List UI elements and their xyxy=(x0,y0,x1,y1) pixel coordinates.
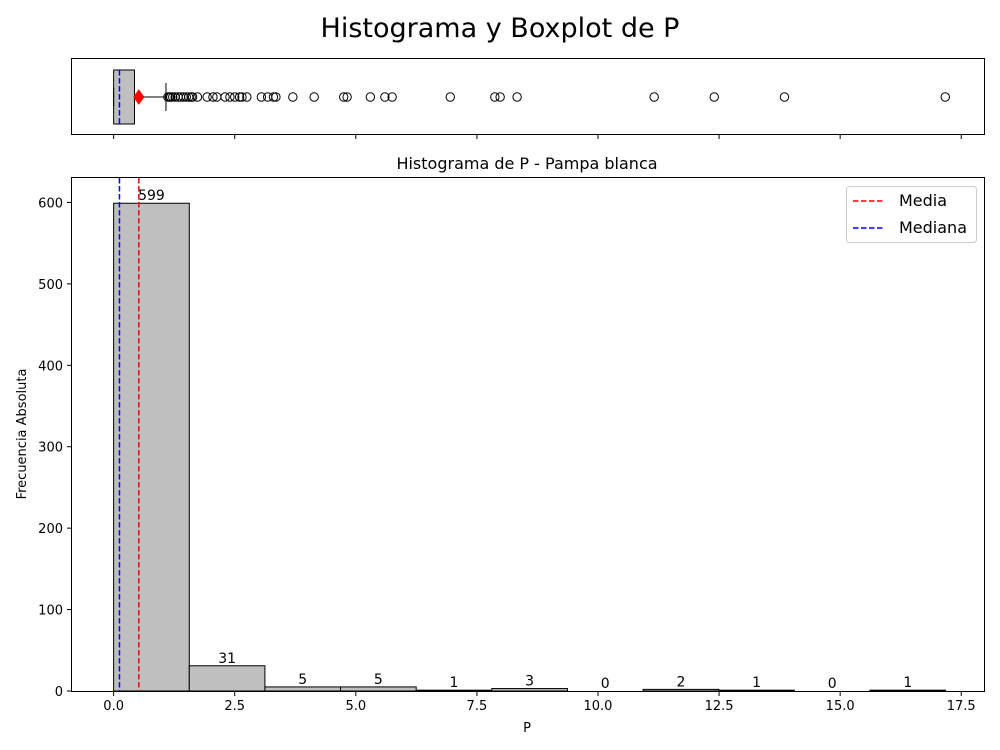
boxplot-outlier xyxy=(940,92,950,102)
histogram-bar-label: 1 xyxy=(903,675,912,691)
boxplot-outlier xyxy=(168,92,178,102)
boxplot-outlier xyxy=(181,92,192,102)
boxplot-outlier xyxy=(380,92,390,102)
y-tick-label: 200 xyxy=(38,522,63,537)
x-tick-label: 0.0 xyxy=(103,699,124,714)
histogram-bars xyxy=(113,202,947,692)
boxplot-axes-frame xyxy=(71,58,985,135)
boxplot-outlier xyxy=(649,92,659,102)
boxplot-outlier xyxy=(271,92,281,102)
histogram-bar-label: 0 xyxy=(828,676,837,692)
histogram-bar-label: 1 xyxy=(450,675,459,691)
x-tick-label: 17.5 xyxy=(947,699,976,714)
histogram-bar-label: 5 xyxy=(374,672,383,688)
y-tick-label: 500 xyxy=(38,278,63,293)
histogram-bar-labels: 599 31 5 5 1 3 0 2 1 0 1 xyxy=(138,188,912,692)
boxplot-outlier xyxy=(220,92,230,102)
x-tick-label: 12.5 xyxy=(705,699,734,714)
x-tick-label: 2.5 xyxy=(224,699,245,714)
histogram-reference-lines xyxy=(118,178,140,691)
boxplot-outlier xyxy=(495,92,505,102)
boxplot-outlier xyxy=(192,92,203,102)
y-tick-label: 300 xyxy=(38,441,63,456)
histogram-bar-label: 2 xyxy=(676,674,685,690)
y-tick-label: 600 xyxy=(38,196,63,211)
boxplot-outlier xyxy=(237,92,247,102)
boxplot-mean-marker xyxy=(133,89,145,105)
histogram-bar-label: 1 xyxy=(752,675,761,691)
boxplot-outlier xyxy=(512,92,522,102)
boxplot-outlier xyxy=(339,92,349,102)
boxplot-outlier xyxy=(490,92,500,102)
y-tick-label: 0 xyxy=(55,685,63,700)
histogram-title: Histograma de P - Pampa blanca xyxy=(396,154,657,173)
x-tick-label: 7.5 xyxy=(467,699,488,714)
y-tick-label: 400 xyxy=(38,359,63,374)
boxplot-box xyxy=(113,69,135,125)
boxplot-x-ticks xyxy=(113,134,962,139)
boxplot-outlier xyxy=(342,92,352,102)
boxplot-outlier xyxy=(202,92,212,102)
figure-suptitle: Histograma y Boxplot de P xyxy=(321,13,680,44)
boxplot-content xyxy=(113,69,950,125)
histogram-bar-label: 0 xyxy=(601,676,610,692)
boxplot-outlier xyxy=(709,92,719,102)
x-tick-label: 5.0 xyxy=(345,699,366,714)
boxplot-outlier xyxy=(230,92,240,102)
boxplot-outlier xyxy=(234,92,245,102)
histogram-bar-label: 5 xyxy=(298,672,307,688)
histogram-y-axis-label: Frecuencia Absoluta xyxy=(15,369,30,500)
boxplot-outlier xyxy=(365,92,376,102)
boxplot-panel xyxy=(71,58,985,139)
histogram-bar-label: 599 xyxy=(138,188,165,204)
histogram-x-ticks: 0.0 2.5 5.0 7.5 10.0 12.5 15.0 17.5 xyxy=(103,691,976,714)
histogram-bar xyxy=(113,202,190,692)
histogram-legend: Media Mediana xyxy=(846,186,977,243)
y-tick-label: 100 xyxy=(38,604,63,619)
boxplot-outlier xyxy=(445,92,455,102)
histogram-bar-label: 31 xyxy=(218,651,236,667)
boxplot-outlier xyxy=(387,92,397,102)
boxplot-outlier xyxy=(288,92,298,102)
boxplot-outlier xyxy=(187,92,198,102)
boxplot-outlier xyxy=(208,92,218,102)
legend-mean-label: Media xyxy=(899,191,947,210)
x-tick-label: 15.0 xyxy=(826,699,855,714)
histogram-axes-frame xyxy=(71,177,985,692)
boxplot-outlier xyxy=(309,92,319,102)
boxplot-outlier xyxy=(268,92,279,102)
histogram-bar-label: 3 xyxy=(525,674,534,690)
boxplot-outlier xyxy=(225,92,235,102)
histogram-y-ticks: 0 100 200 300 400 500 600 xyxy=(38,196,72,700)
boxplot-outlier xyxy=(256,92,267,102)
histogram-x-axis-label: P xyxy=(523,721,531,736)
x-tick-label: 10.0 xyxy=(584,699,613,714)
boxplot-outlier xyxy=(779,92,790,102)
histogram-bar xyxy=(188,665,266,692)
boxplot-outlier xyxy=(242,92,252,102)
legend-median-label: Mediana xyxy=(899,218,967,237)
boxplot-outlier xyxy=(178,92,189,102)
